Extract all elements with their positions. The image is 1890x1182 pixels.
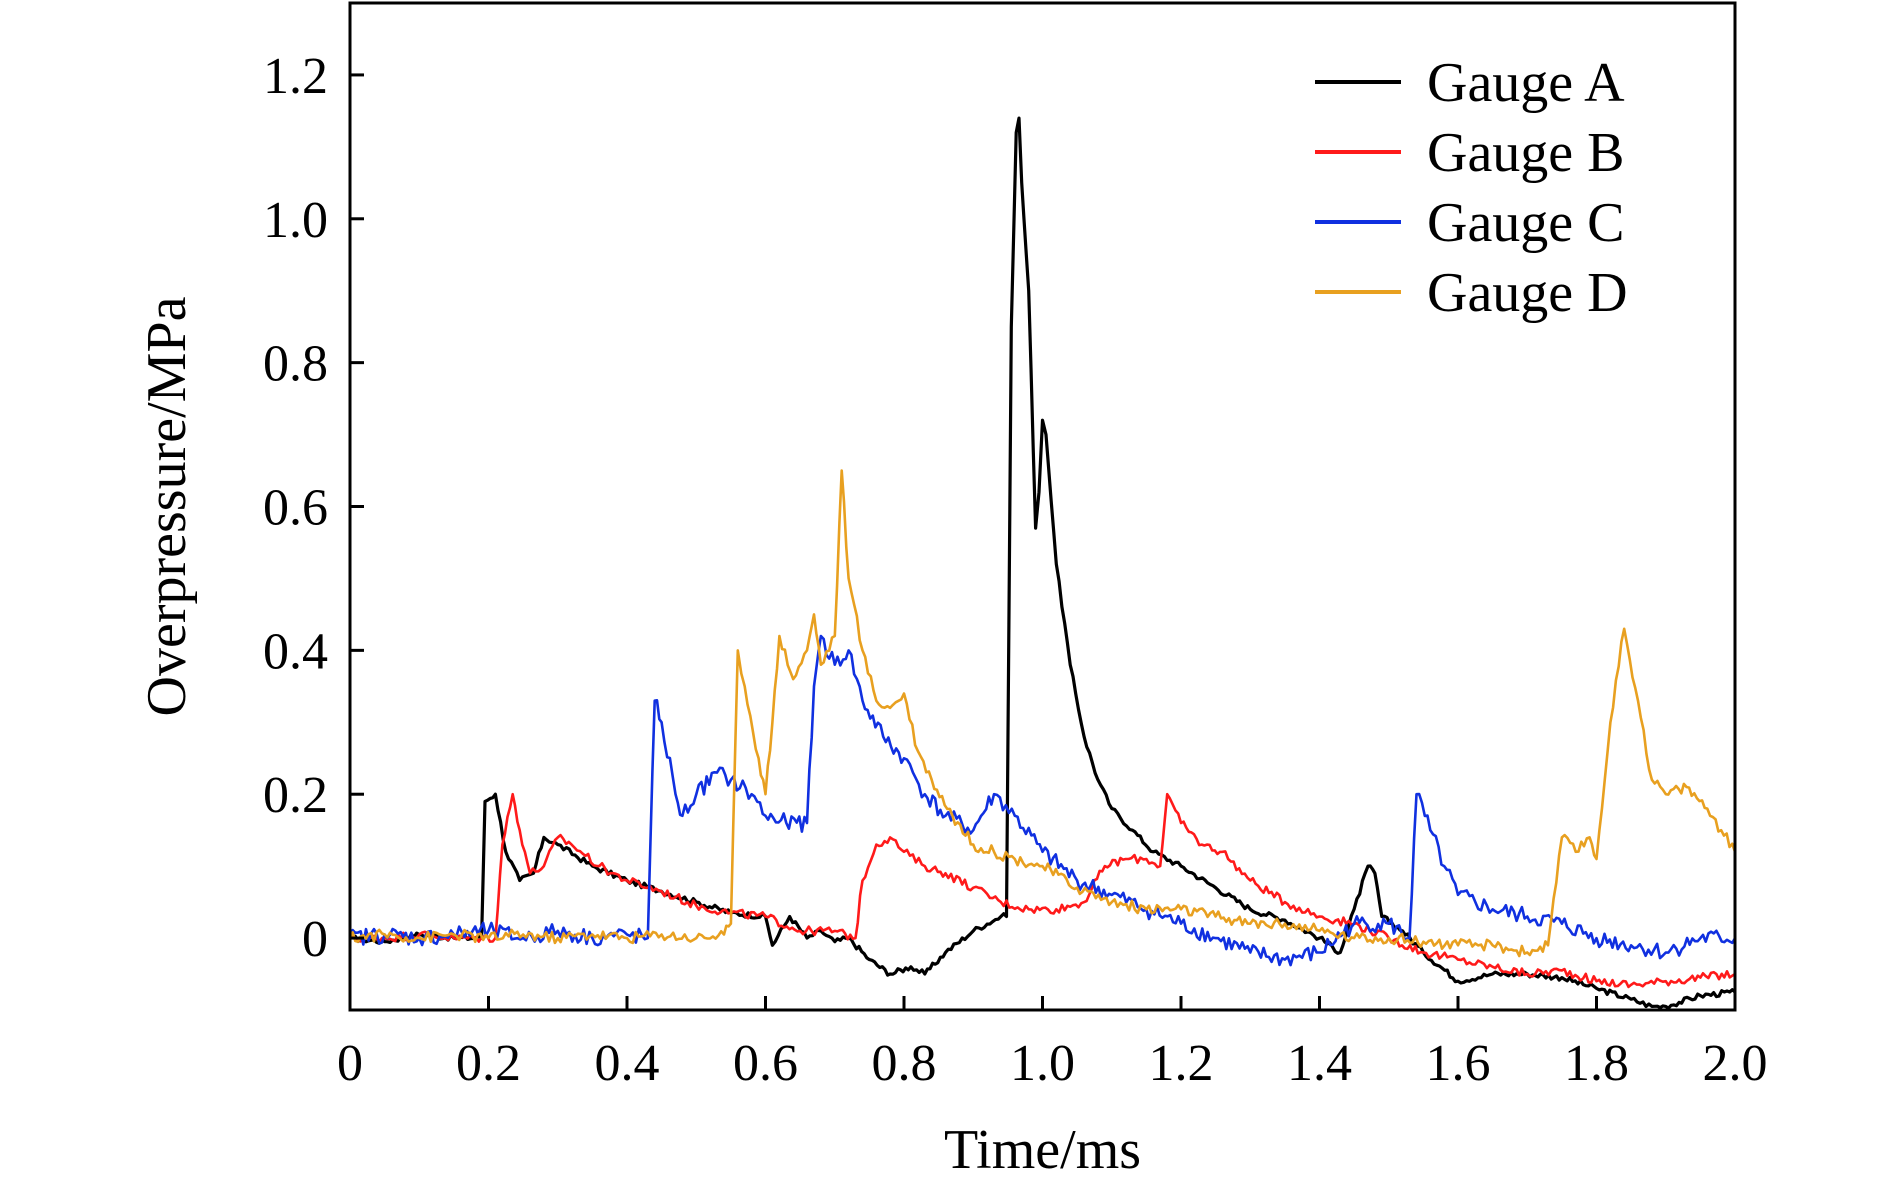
- x-tick-label: 1.0: [1010, 1035, 1075, 1092]
- x-axis-title: Time/ms: [944, 1119, 1141, 1181]
- plot-lines: [348, 116, 1737, 1010]
- y-tick-label: 0.4: [263, 623, 328, 680]
- y-tick-label: 1.2: [263, 48, 328, 105]
- x-tick-label: 0.6: [733, 1035, 798, 1092]
- y-tick-label: 0.8: [263, 336, 328, 393]
- series-line-gauge-c: [348, 634, 1737, 967]
- legend-label: Gauge B: [1427, 122, 1625, 184]
- y-axis-title: Overpressure/MPa: [136, 296, 198, 716]
- legend-label: Gauge D: [1427, 262, 1628, 324]
- x-tick-label: 1.6: [1426, 1035, 1491, 1092]
- y-tick-label: 0.6: [263, 480, 328, 537]
- y-tick-label: 1.0: [263, 192, 328, 249]
- legend-label: Gauge C: [1427, 192, 1625, 254]
- series-line-gauge-b: [348, 792, 1736, 989]
- x-axis: 0 0.2 0.4 0.6 0.8 1.0 1.2 1.4 1.6 1.8 2.0: [337, 996, 1768, 1092]
- y-axis: 0 0.2 0.4 0.6 0.8 1.0 1.2: [263, 48, 364, 968]
- x-tick-label: 1.2: [1149, 1035, 1214, 1092]
- x-tick-label: 2.0: [1703, 1035, 1768, 1092]
- series-line-gauge-d: [348, 469, 1737, 958]
- y-tick-label: 0.2: [263, 767, 328, 824]
- x-tick-label: 0: [337, 1035, 363, 1092]
- y-tick-label: 0: [302, 911, 328, 968]
- x-tick-label: 1.8: [1564, 1035, 1629, 1092]
- x-tick-label: 0.4: [595, 1035, 660, 1092]
- legend: Gauge A Gauge B Gauge C Gauge D: [1315, 52, 1628, 324]
- x-tick-label: 1.4: [1287, 1035, 1352, 1092]
- legend-label: Gauge A: [1427, 52, 1625, 114]
- x-tick-label: 0.8: [872, 1035, 937, 1092]
- x-tick-label: 0.2: [456, 1035, 521, 1092]
- series-line-gauge-a: [349, 116, 1737, 1010]
